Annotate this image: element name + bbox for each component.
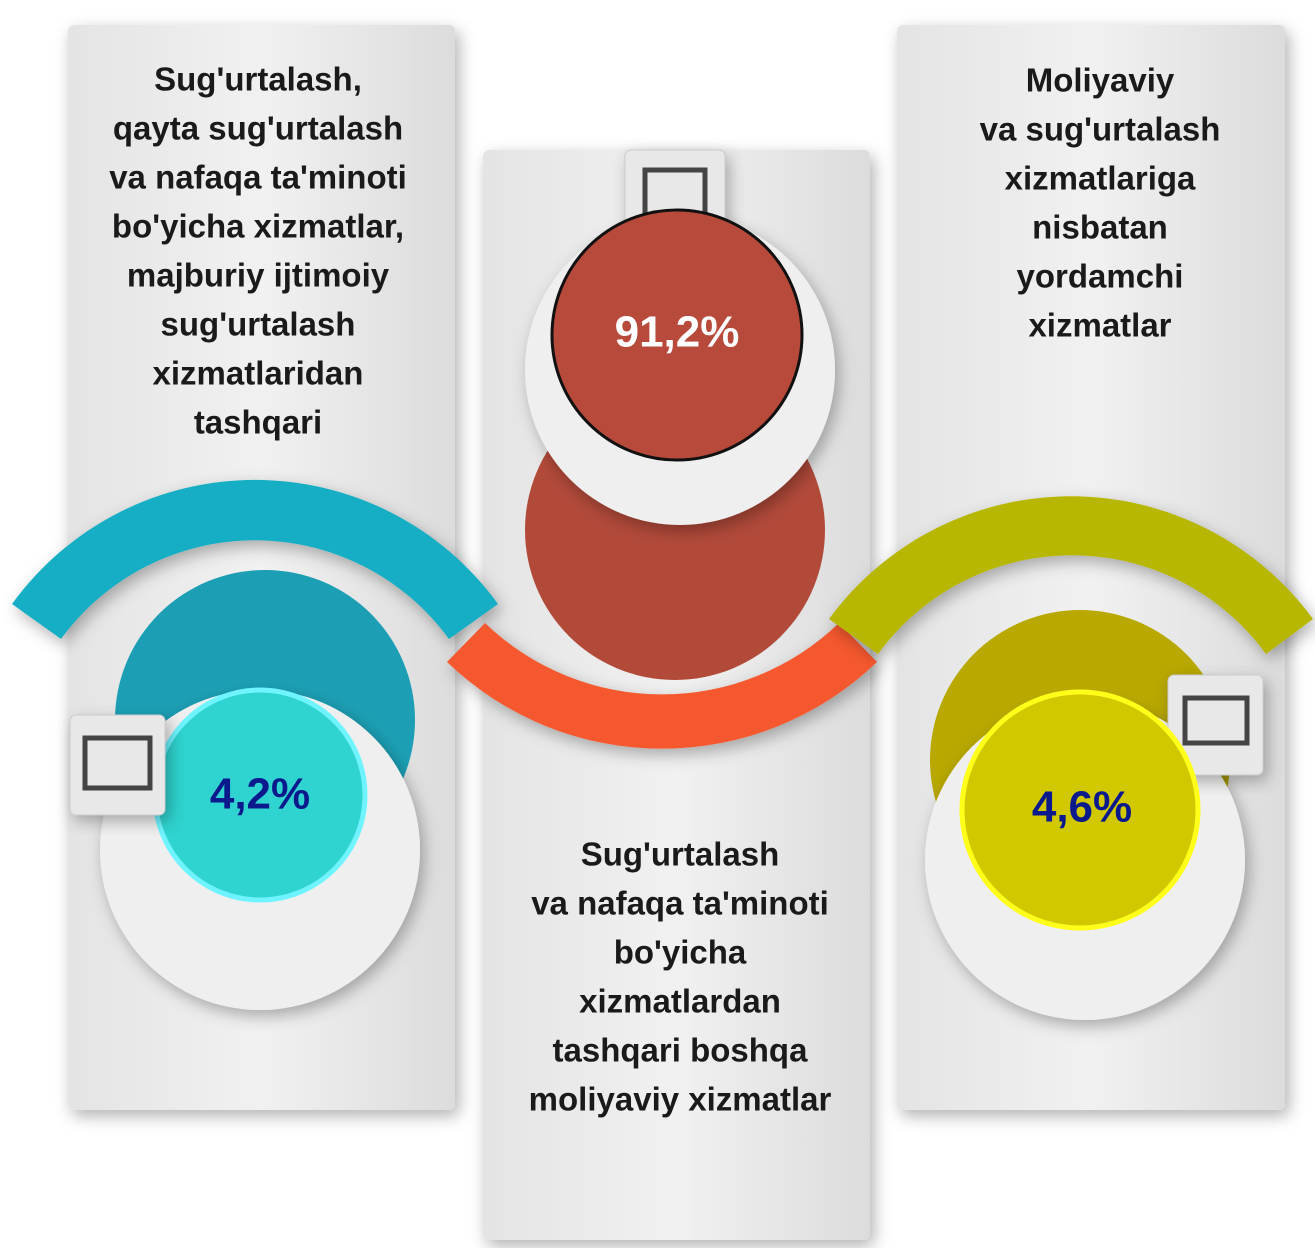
panel-label: va sug'urtalash <box>980 111 1221 148</box>
panel-label: tashqari boshqa <box>553 1032 809 1069</box>
value-label: 4,2% <box>210 770 310 819</box>
panel-label: yordamchi <box>1017 258 1184 295</box>
panel-label: Sug'urtalash <box>581 836 780 873</box>
panel-label: tashqari <box>194 404 322 441</box>
panel-label: xizmatlar <box>1028 307 1171 344</box>
value-label: 91,2% <box>615 308 740 357</box>
panel-label: Sug'urtalash, <box>154 61 362 98</box>
panel-label: bo'yicha xizmatlar, <box>112 208 404 245</box>
icon <box>82 735 153 791</box>
arc <box>447 623 877 749</box>
panel-label: sug'urtalash <box>161 306 356 343</box>
icon <box>1182 695 1250 746</box>
value-circle <box>550 208 804 462</box>
panel-label: xizmatlardan <box>579 983 781 1020</box>
value-circle <box>959 689 1201 931</box>
panel-label: nisbatan <box>1032 209 1168 246</box>
panel-label: qayta sug'urtalash <box>113 110 403 147</box>
panel-label: va nafaqa ta'minoti <box>109 159 407 196</box>
panel-label: bo'yicha <box>614 934 747 971</box>
arc <box>829 496 1313 654</box>
arc <box>12 479 498 639</box>
panel-label: xizmatlariga <box>1005 160 1196 197</box>
panel-label: va nafaqa ta'minoti <box>531 885 829 922</box>
value-label: 4,6% <box>1032 783 1132 832</box>
panel-label: xizmatlaridan <box>153 355 364 392</box>
panel-label: majburiy ijtimoiy <box>127 257 390 294</box>
panel-label: Moliyaviy <box>1026 62 1175 99</box>
texts: Sug'urtalash, qayta sug'urtalash va nafaqa… <box>109 61 1220 1118</box>
panel-label: moliyaviy xizmatlar <box>529 1081 832 1118</box>
